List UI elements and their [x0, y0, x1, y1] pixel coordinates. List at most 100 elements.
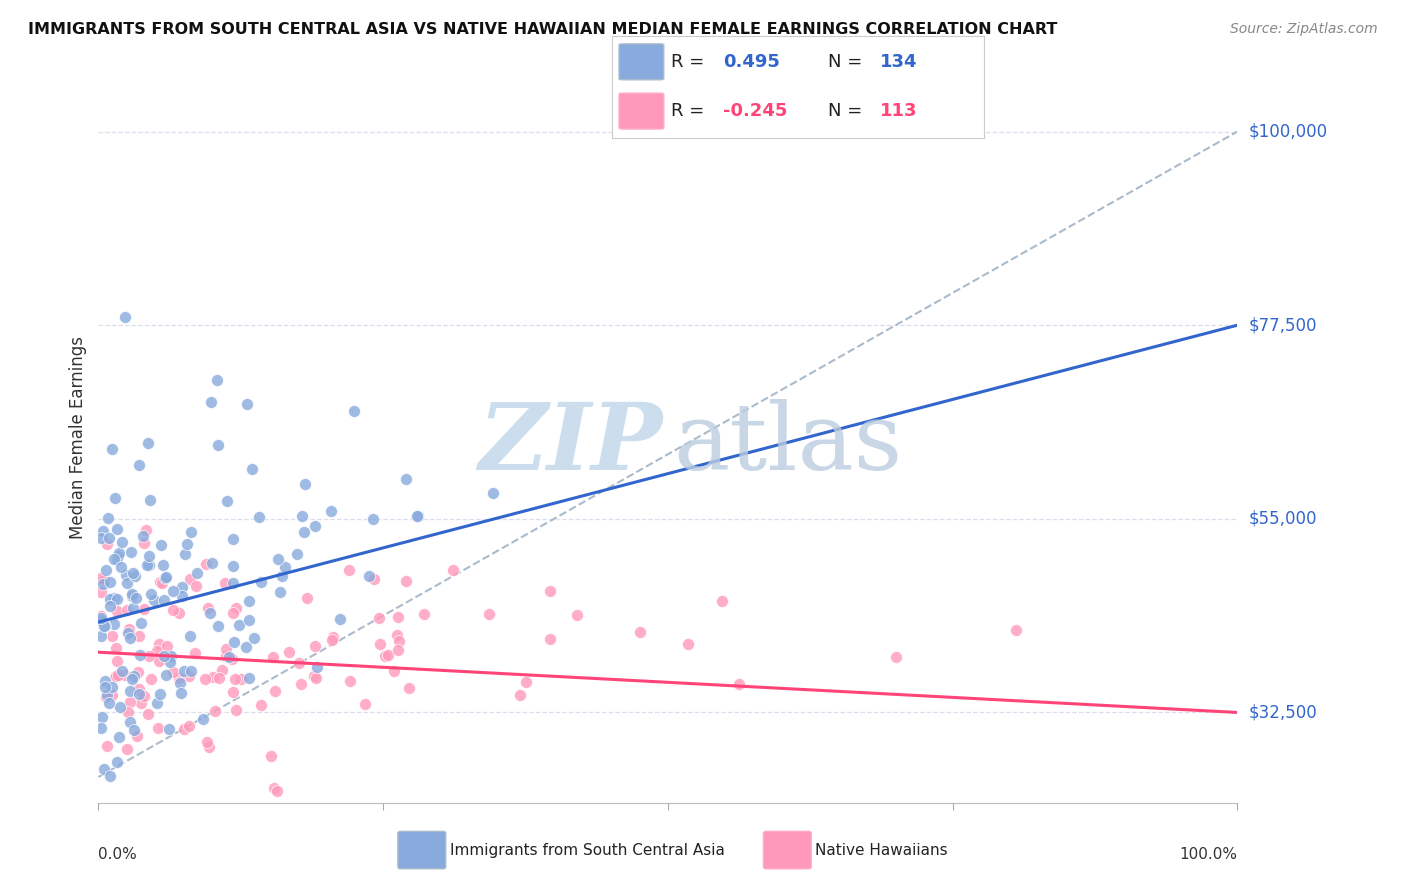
Point	[515, 674, 537, 689]
Text: R =: R =	[671, 53, 710, 70]
Point	[91, 524, 114, 539]
Point	[107, 654, 129, 668]
Point	[93, 674, 115, 689]
Point	[118, 622, 141, 636]
Point	[214, 649, 236, 664]
Text: 113: 113	[880, 102, 917, 120]
Point	[319, 504, 342, 518]
Point	[96, 689, 118, 703]
Point	[214, 575, 236, 590]
Point	[98, 591, 121, 606]
Point	[118, 632, 141, 646]
Point	[270, 569, 292, 583]
Point	[228, 617, 250, 632]
FancyBboxPatch shape	[619, 44, 664, 79]
Point	[149, 688, 172, 702]
Point	[274, 560, 297, 574]
Point	[218, 649, 240, 664]
Point	[156, 639, 179, 653]
Point	[115, 603, 138, 617]
Point	[139, 493, 162, 508]
Point	[176, 536, 198, 550]
Point	[138, 558, 160, 573]
Point	[242, 462, 264, 476]
Point	[329, 612, 352, 626]
Point	[128, 682, 150, 697]
Point	[90, 710, 112, 724]
Point	[121, 545, 143, 559]
Point	[169, 671, 191, 685]
Point	[215, 493, 238, 508]
Point	[179, 572, 201, 586]
Text: N =: N =	[828, 53, 868, 70]
Point	[129, 616, 152, 631]
Point	[90, 571, 112, 585]
Point	[97, 511, 120, 525]
Point	[134, 689, 156, 703]
Point	[128, 458, 150, 472]
Point	[222, 606, 245, 620]
Point	[135, 523, 157, 537]
Point	[374, 649, 396, 664]
Point	[132, 529, 155, 543]
Point	[159, 648, 181, 663]
Point	[124, 569, 146, 583]
Point	[98, 696, 121, 710]
Text: 100.0%: 100.0%	[1180, 847, 1237, 862]
Point	[105, 604, 128, 618]
Point	[201, 670, 224, 684]
Point	[111, 535, 134, 549]
Point	[395, 574, 418, 588]
Point	[247, 509, 270, 524]
Text: R =: R =	[671, 102, 710, 120]
Text: 134: 134	[880, 53, 917, 70]
Text: Source: ZipAtlas.com: Source: ZipAtlas.com	[1230, 22, 1378, 37]
Point	[292, 524, 315, 539]
Point	[339, 673, 361, 688]
Point	[108, 700, 131, 714]
Point	[96, 536, 118, 550]
Point	[129, 648, 152, 662]
Y-axis label: Median Female Earnings: Median Female Earnings	[69, 335, 87, 539]
Point	[117, 705, 139, 719]
Point	[1005, 623, 1028, 637]
Point	[177, 718, 200, 732]
Point	[200, 607, 222, 621]
Point	[370, 637, 392, 651]
Point	[169, 676, 191, 690]
Point	[201, 556, 224, 570]
Point	[90, 531, 112, 545]
Point	[136, 706, 159, 721]
Point	[173, 547, 195, 561]
Point	[361, 512, 384, 526]
Point	[122, 723, 145, 737]
Point	[173, 723, 195, 737]
Point	[260, 748, 283, 763]
Point	[172, 589, 194, 603]
Point	[170, 686, 193, 700]
Point	[321, 632, 343, 647]
Point	[354, 697, 377, 711]
Point	[138, 549, 160, 564]
Point	[250, 698, 273, 713]
Point	[103, 552, 125, 566]
Point	[291, 508, 314, 523]
Point	[194, 672, 217, 686]
Point	[90, 721, 112, 735]
Point	[93, 762, 115, 776]
Point	[121, 566, 143, 581]
Text: $55,000: $55,000	[1249, 510, 1317, 528]
Point	[186, 566, 208, 581]
Point	[118, 715, 141, 730]
Point	[193, 712, 215, 726]
Point	[710, 594, 733, 608]
Point	[125, 591, 148, 605]
Point	[101, 442, 124, 456]
Text: -0.245: -0.245	[723, 102, 787, 120]
Text: 0.495: 0.495	[723, 53, 780, 70]
Point	[304, 518, 326, 533]
Point	[90, 629, 112, 643]
Point	[221, 652, 243, 666]
Point	[235, 640, 257, 654]
Point	[152, 558, 174, 573]
